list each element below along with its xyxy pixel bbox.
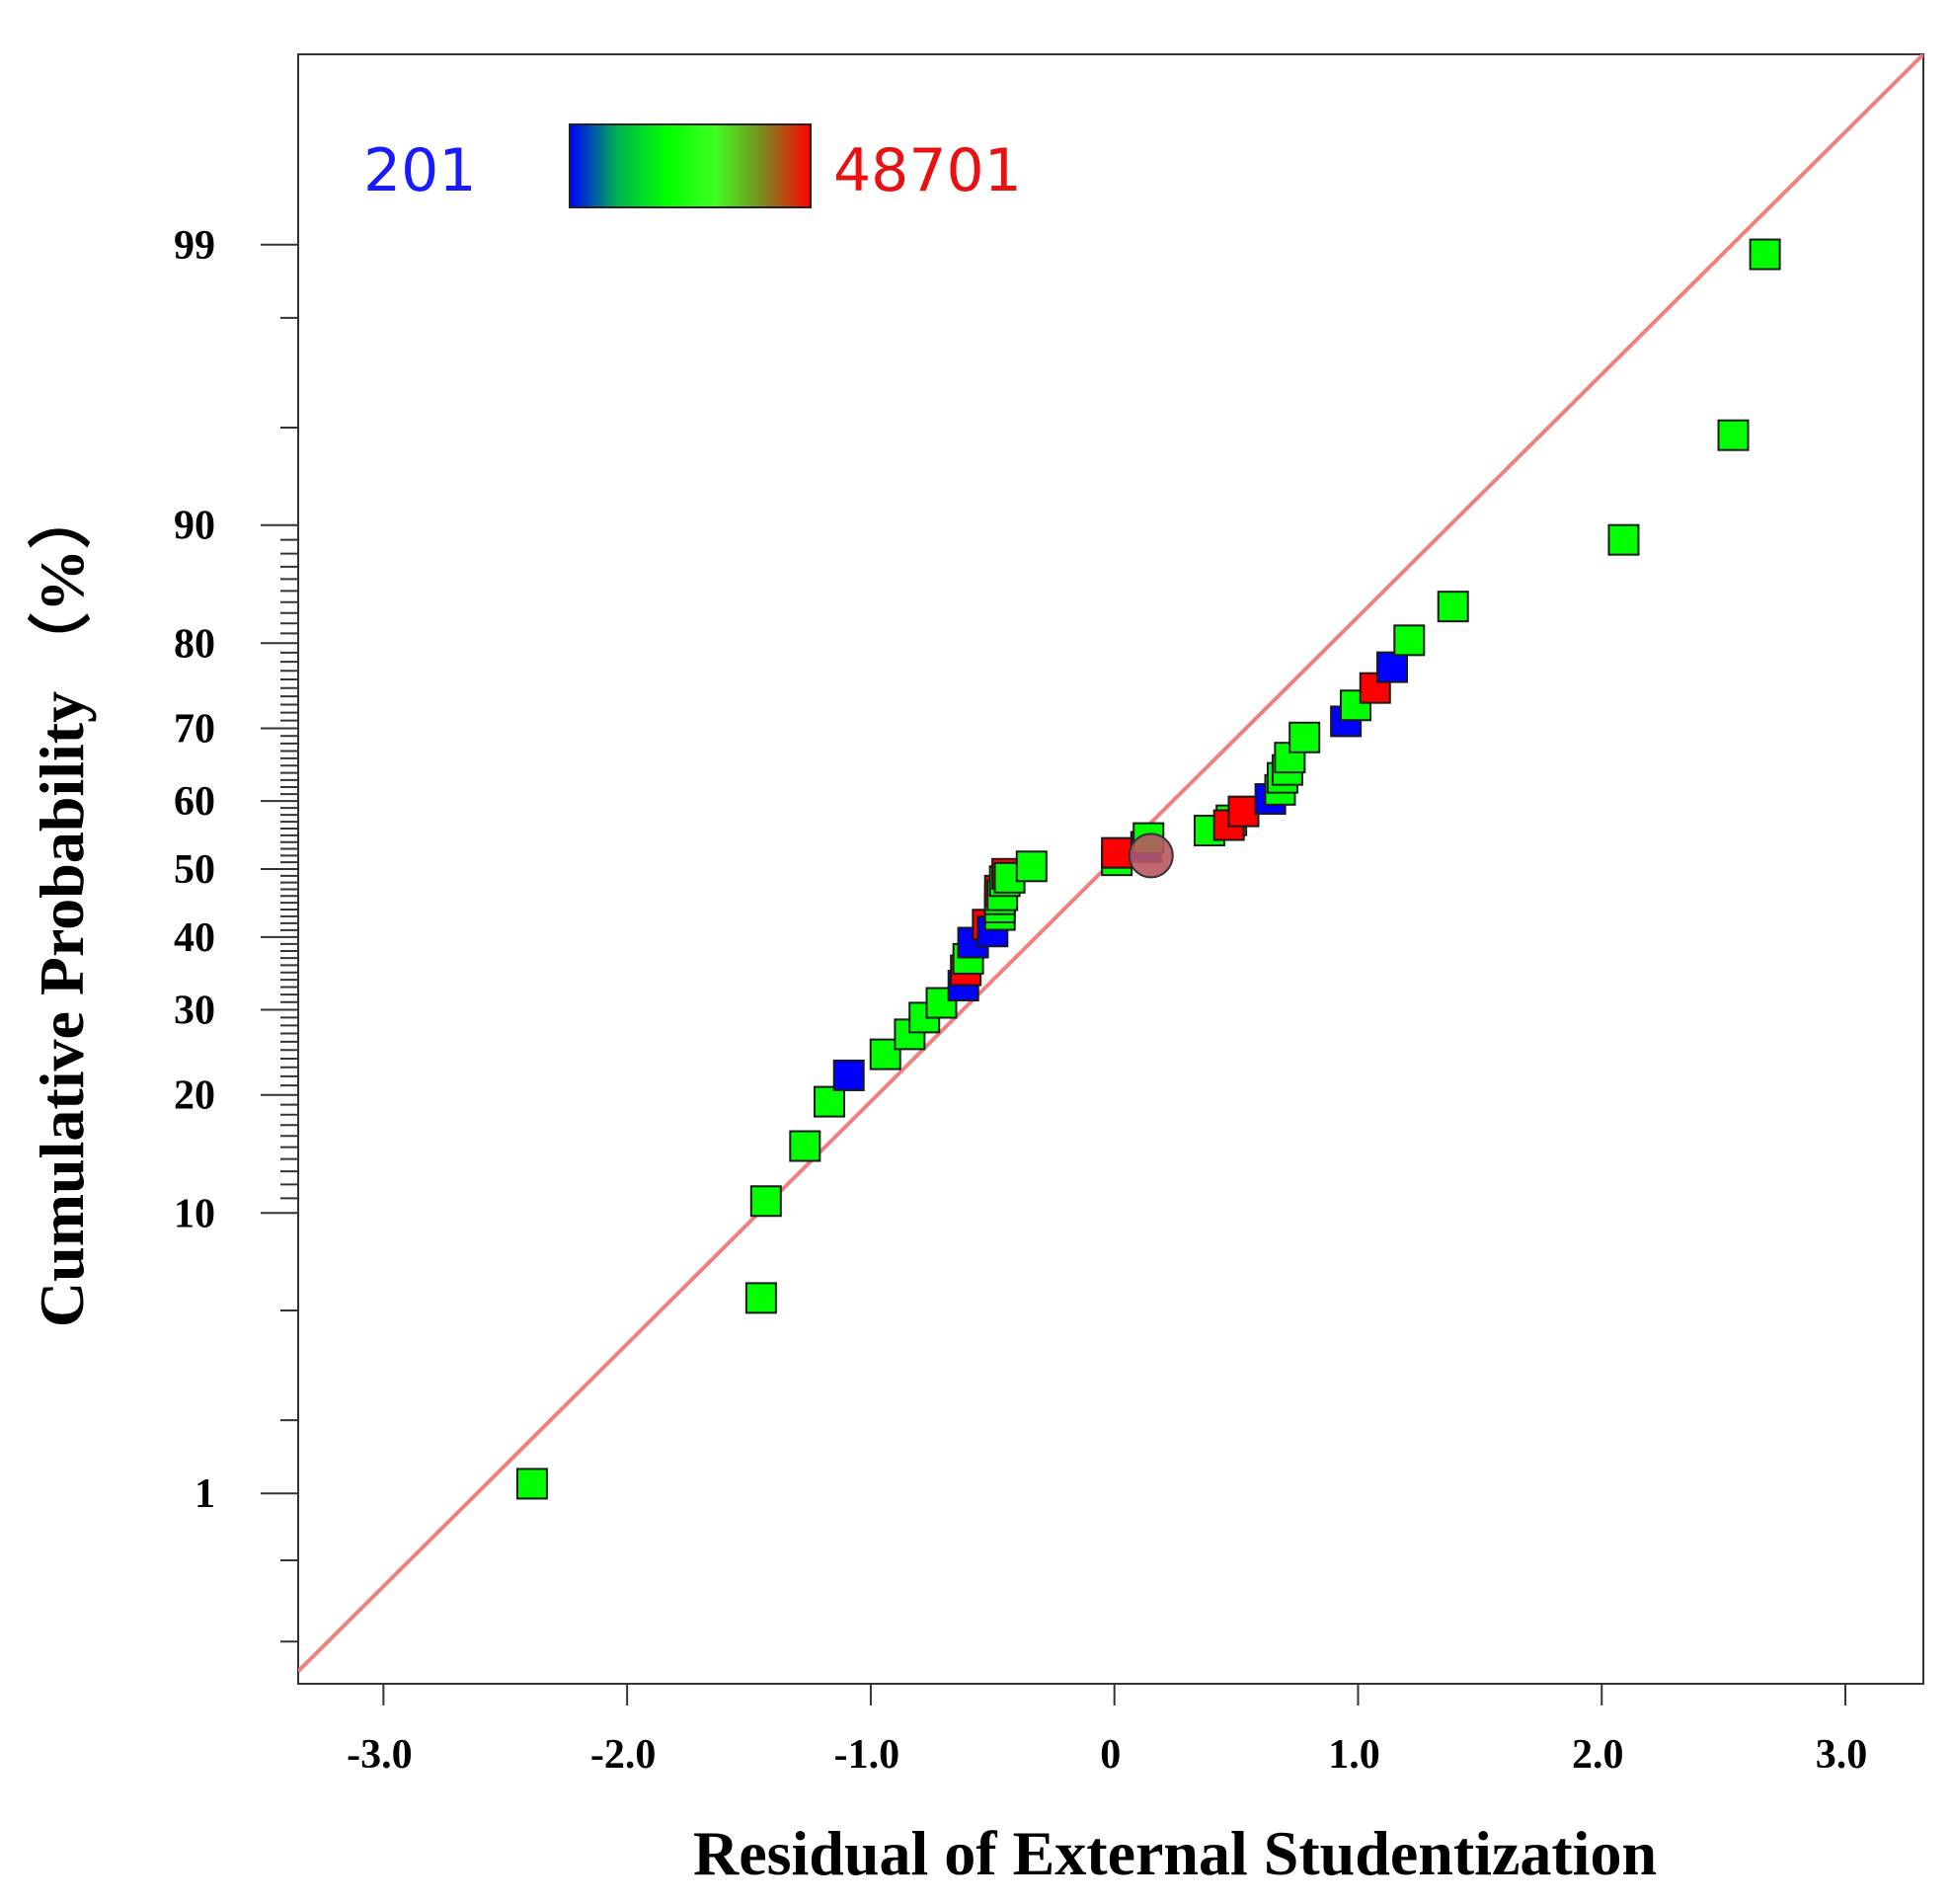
color-legend: 201 48701: [363, 123, 1022, 208]
x-tick-label-1.0: 1.0: [1328, 1732, 1380, 1778]
residuals-point-38: [1288, 721, 1321, 754]
y-tick-label-30: 30: [174, 989, 215, 1034]
data-points: [515, 238, 1781, 1500]
y-axis-ticks: 1 10 20 30 40 50 60 70 80 90 99: [174, 223, 298, 1517]
x-tick-label-2.0: 2.0: [1572, 1732, 1624, 1778]
x-tick-label-3.0: 3.0: [1816, 1732, 1868, 1778]
residuals-point-46: [1717, 419, 1750, 451]
y-tick-label-40: 40: [174, 915, 215, 961]
y-tick-label-90: 90: [174, 504, 215, 549]
x-tick-label--3.0: -3.0: [347, 1732, 413, 1778]
residuals-point-1: [744, 1282, 777, 1314]
x-tick-label--2.0: -2.0: [590, 1732, 657, 1778]
residuals-point-47: [1749, 238, 1781, 271]
y-tick-label-99: 99: [174, 223, 215, 269]
legend-max-label: 48701: [833, 136, 1022, 205]
residuals-point-41: [1359, 672, 1391, 704]
x-tick-label-0: 0: [1100, 1732, 1121, 1778]
residuals-point-44: [1437, 591, 1469, 623]
residuals-point-4: [813, 1085, 845, 1118]
y-minor-ticks: [280, 316, 298, 1643]
residuals-point-3: [789, 1130, 821, 1162]
highlight-point-0: [1128, 833, 1174, 879]
residuals-point-42: [1376, 651, 1409, 683]
residuals-point-43: [1393, 624, 1426, 657]
residuals-point-2: [749, 1185, 782, 1218]
x-axis-ticks: -3.0 -2.0 -1.0 0 1.0 2.0 3.0: [347, 1684, 1867, 1778]
residuals-point-45: [1607, 523, 1640, 556]
y-tick-label-20: 20: [174, 1073, 215, 1119]
y-axis-title: Cumulative Probability （%）: [27, 486, 97, 1327]
residuals-point-32: [1227, 795, 1260, 828]
residuals-point-24: [1015, 850, 1048, 883]
residuals-point-5: [832, 1059, 865, 1091]
y-tick-label-60: 60: [174, 779, 215, 825]
residuals-point-26: [1101, 836, 1133, 869]
y-tick-label-50: 50: [174, 847, 215, 893]
y-tick-label-10: 10: [174, 1191, 215, 1236]
y-tick-label-1: 1: [195, 1471, 215, 1517]
y-tick-label-80: 80: [174, 621, 215, 667]
x-tick-label--1.0: -1.0: [834, 1732, 900, 1778]
y-tick-label-70: 70: [174, 706, 215, 752]
legend-min-label: 201: [363, 136, 477, 205]
x-axis-title: Residual of External Studentization: [693, 1818, 1657, 1888]
residuals-point-0: [515, 1468, 548, 1500]
legend-color-bar: [569, 123, 812, 208]
